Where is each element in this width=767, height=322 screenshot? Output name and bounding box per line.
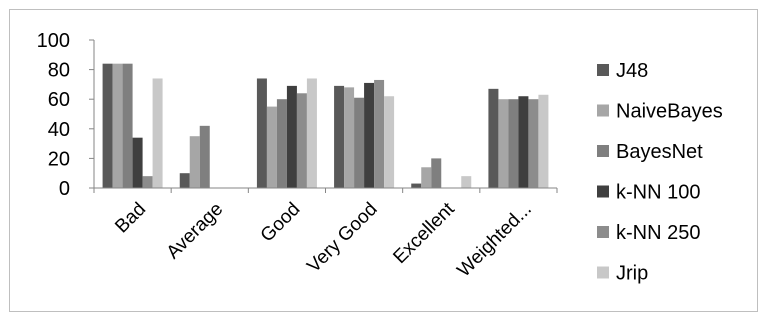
- bar-bayesnet-2: [276, 99, 287, 188]
- legend-swatch: [597, 145, 609, 157]
- y-tick-label: 60: [48, 89, 70, 111]
- bar-k-nn-250-0: [142, 176, 153, 188]
- bar-j48-4: [411, 183, 422, 188]
- legend-label: J48: [616, 60, 648, 82]
- y-tick-label: 20: [48, 148, 70, 170]
- bar-j48-3: [334, 85, 345, 188]
- bar-k-nn-250-5: [528, 99, 539, 188]
- legend: J48 NaiveBayes BayesNet k-NN 100 k-NN 250 Jri…: [597, 60, 723, 285]
- bar-naivebayes-1: [189, 136, 200, 188]
- legend-label: NaiveBayes: [616, 101, 723, 123]
- bar-naivebayes-5: [498, 99, 509, 188]
- legend-label: BayesNet: [616, 141, 703, 163]
- y-tick-label: 0: [59, 178, 70, 200]
- y-tick-label: 100: [37, 30, 70, 52]
- legend-swatch: [597, 104, 609, 117]
- bar-jrip-2: [306, 78, 317, 188]
- bar-jrip-5: [538, 94, 549, 188]
- bar-k-nn-250-2: [296, 93, 307, 188]
- bar-jrip-4: [461, 176, 472, 188]
- legend-swatch: [597, 64, 609, 76]
- bar-j48-0: [102, 63, 113, 188]
- legend-label: Jrip: [616, 263, 648, 285]
- legend-swatch: [597, 226, 609, 238]
- bar-naivebayes-2: [266, 106, 277, 188]
- legend-swatch: [597, 266, 609, 279]
- bar-naivebayes-4: [421, 167, 432, 188]
- legend-swatch: [597, 185, 609, 198]
- bar-k-nn-100-3: [364, 82, 375, 188]
- bar-k-nn-100-0: [132, 137, 143, 188]
- y-tick-label: 80: [48, 60, 70, 82]
- bar-bayesnet-5: [508, 99, 519, 188]
- bar-naivebayes-3: [344, 87, 355, 188]
- bar-k-nn-100-5: [518, 96, 529, 188]
- legend-label: k-NN 100: [616, 182, 700, 204]
- bar-j48-1: [179, 173, 190, 188]
- bar-j48-2: [256, 78, 267, 188]
- legend-label: k-NN 250: [616, 222, 700, 244]
- bar-bayesnet-4: [431, 158, 442, 188]
- y-tick-label: 40: [48, 119, 70, 141]
- bar-jrip-0: [152, 78, 163, 188]
- bar-jrip-3: [384, 96, 395, 188]
- bar-j48-5: [488, 88, 499, 188]
- bar-k-nn-250-3: [374, 79, 385, 188]
- y-axis: 0 20 40 60 80 100: [37, 30, 95, 200]
- bar-naivebayes-0: [112, 63, 123, 188]
- bar-bayesnet-1: [199, 125, 210, 188]
- bars: [102, 63, 549, 188]
- bar-bayesnet-3: [354, 97, 365, 188]
- bar-k-nn-100-2: [286, 85, 297, 188]
- bar-bayesnet-0: [122, 63, 133, 188]
